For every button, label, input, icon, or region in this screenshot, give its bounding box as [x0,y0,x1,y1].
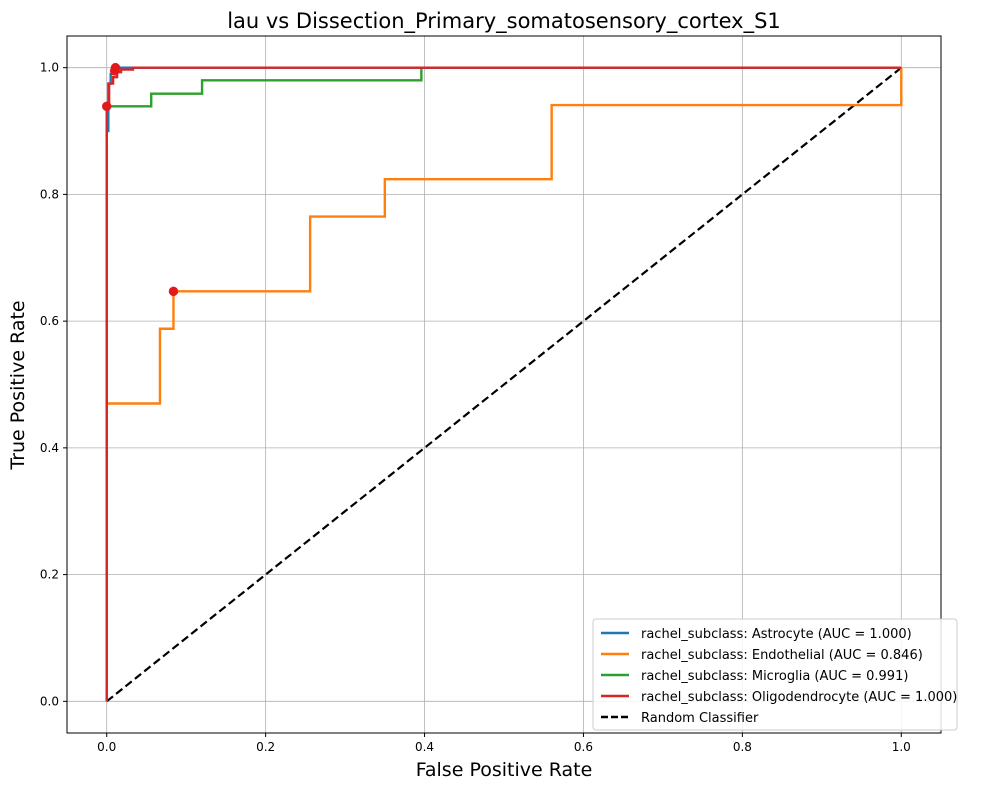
y-tick-label-0: 0.0 [40,694,59,708]
legend: rachel_subclass: Astrocyte (AUC = 1.000)… [592,618,958,731]
grid-lines [67,36,941,733]
y-tick-label-4: 0.8 [40,187,59,201]
y-tick-label-5: 1.0 [40,61,59,75]
chart-title: lau vs Dissection_Primary_somatosensory_… [227,9,781,34]
plot-frame [66,35,942,734]
legend-entry-0: rachel_subclass: Astrocyte (AUC = 1.000) [641,627,912,642]
threshold-marker-1 [168,286,179,297]
threshold-marker-2 [101,101,112,112]
y-axis-label: True Positive Rate [7,300,29,470]
legend-entry-2: rachel_subclass: Microglia (AUC = 0.991) [641,669,908,684]
x-tick-label-5: 1.0 [892,740,911,754]
series-line-2 [105,66,902,702]
tick-layer: 0.0 0.2 0.4 0.6 0.8 1.0 0.0 0.2 0.4 0.6 0.8 1.0 [40,61,911,754]
x-tick-label-3: 0.6 [574,740,593,754]
x-tick-label-0: 0.0 [97,740,116,754]
series-layer [101,62,903,703]
legend-entry-4: Random Classifier [641,711,759,726]
series-line-4 [106,66,902,703]
series-line-1 [105,67,903,702]
legend-entry-1: rachel_subclass: Endothelial (AUC = 0.84… [641,648,923,663]
y-tick-label-1: 0.2 [40,568,59,582]
x-tick-label-1: 0.2 [256,740,275,754]
legend-box [592,618,958,731]
legend-entry-3: rachel_subclass: Oligodendrocyte (AUC = … [641,690,957,705]
y-tick-label-3: 0.6 [40,314,59,328]
x-tick-label-4: 0.8 [733,740,752,754]
x-axis-label: False Positive Rate [416,759,593,781]
x-tick-label-2: 0.4 [415,740,434,754]
threshold-marker-3 [110,62,121,73]
y-tick-label-2: 0.4 [40,441,59,455]
